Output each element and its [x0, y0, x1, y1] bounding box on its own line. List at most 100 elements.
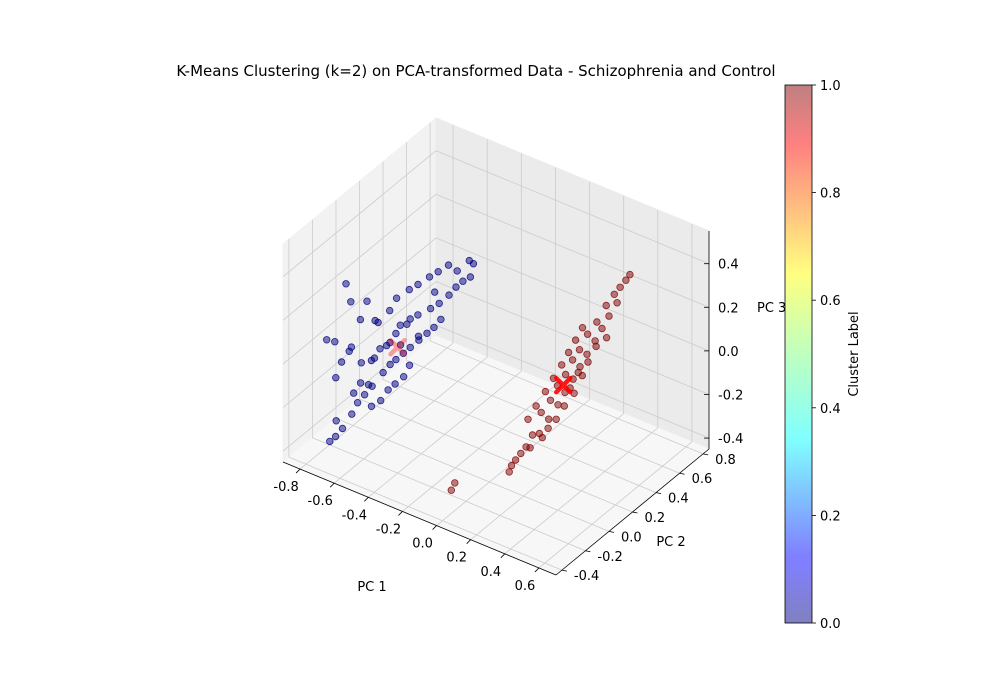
x-tick-label: 0.0 [412, 537, 433, 552]
x-tick-label: -0.4 [342, 508, 367, 523]
scatter-point-cluster-0 [399, 349, 407, 357]
scatter-point-cluster-1 [541, 387, 550, 396]
scatter-point-cluster-0 [386, 306, 394, 315]
y-tick-label: -0.2 [597, 550, 622, 565]
scatter-point-cluster-0 [400, 373, 408, 381]
scatter-point-cluster-0 [469, 260, 478, 268]
grid-line-y [429, 340, 704, 455]
x-axis-line [282, 461, 557, 576]
scatter-point-cluster-0 [332, 417, 340, 425]
grid-line-z [282, 237, 437, 365]
colorbar-tick-label: 0.0 [820, 617, 841, 632]
scatter-points [323, 256, 634, 494]
scatter-point-cluster-0 [364, 381, 373, 389]
axes-grid [282, 122, 710, 571]
colorbar-tick-label: 0.4 [820, 402, 841, 417]
x-axis-ticks: -0.8 -0.6 -0.4 -0.2 0.0 0.2 0.4 0.6 [273, 468, 540, 594]
scatter-point-cluster-0 [392, 294, 401, 302]
grid-line-y [288, 456, 563, 571]
scatter-point-cluster-0 [384, 386, 392, 394]
colorbar: 0.0 0.2 0.4 0.6 0.8 1.0 Cluster Label [784, 79, 862, 632]
scatter-point-cluster-0 [377, 396, 385, 405]
scatter-point-cluster-0 [379, 368, 387, 377]
x-tick-mark [432, 525, 437, 530]
scatter-point-cluster-0 [452, 283, 460, 291]
scatter-point-cluster-0 [347, 298, 355, 306]
scatter-point-cluster-1 [558, 361, 566, 369]
x-axis-label: PC 1 [357, 580, 386, 595]
scatter-point-cluster-0 [435, 299, 443, 308]
scatter-point-cluster-1 [532, 402, 540, 410]
z-tick-label: 0.0 [718, 345, 739, 360]
scatter-point-cluster-0 [406, 343, 414, 352]
colorbar-tick-label: 0.8 [820, 187, 841, 202]
scatter-point-cluster-0 [371, 316, 379, 325]
colorbar-tick-label: 1.0 [820, 79, 841, 94]
y-tick-label: 0.4 [668, 492, 689, 507]
centroid-marker-1 [554, 375, 573, 395]
scatter-point-cluster-0 [367, 402, 376, 410]
scatter-point-cluster-1 [517, 449, 525, 458]
scatter-point-cluster-0 [356, 379, 365, 387]
scatter-point-cluster-1 [622, 276, 630, 284]
scatter-point-cluster-1 [538, 433, 546, 442]
scatter-point-cluster-0 [453, 267, 461, 275]
scatter-point-cluster-1 [602, 334, 611, 342]
scatter-point-cluster-0 [342, 280, 350, 288]
z-tick-label: 0.2 [718, 301, 739, 316]
scatter-point-cluster-1 [568, 356, 577, 364]
scatter-point-cluster-0 [405, 361, 414, 369]
scatter-point-cluster-0 [331, 338, 339, 346]
scatter-point-cluster-0 [414, 280, 422, 289]
x-tick-mark [466, 539, 471, 544]
scatter-point-cluster-0 [406, 315, 414, 323]
scatter-point-cluster-0 [425, 273, 434, 281]
scatter-point-cluster-0 [326, 437, 334, 446]
scatter-point-cluster-1 [552, 415, 560, 423]
scatter-point-cluster-0 [376, 345, 384, 353]
y-tick-label: -0.4 [574, 569, 599, 584]
scatter-point-cluster-1 [537, 408, 545, 417]
colorbar-gradient [785, 85, 812, 623]
scatter-point-cluster-0 [459, 277, 467, 285]
x-tick-mark [295, 468, 301, 474]
scatter-point-cluster-1 [605, 312, 613, 320]
y-tick-mark [585, 550, 591, 553]
scatter-point-cluster-0 [386, 338, 394, 347]
scatter-point-cluster-0 [430, 323, 438, 332]
grid-line-y [335, 418, 610, 532]
scatter-point-cluster-0 [426, 304, 435, 313]
grid-line-z [435, 150, 710, 265]
scatter-point-cluster-0 [414, 311, 422, 319]
scatter-point-cluster-1 [610, 290, 618, 298]
centroid-x-shape [388, 338, 407, 357]
scatter-point-cluster-0 [332, 374, 340, 382]
scatter-point-cluster-1 [522, 443, 530, 451]
scatter-point-cluster-1 [544, 424, 552, 432]
scatter-point-cluster-0 [356, 315, 365, 324]
scatter-point-cluster-1 [613, 299, 621, 307]
scatter-point-cluster-0 [423, 329, 431, 337]
y-axis-ticks: -0.4 -0.2 0.00.20.40.60.8 [561, 453, 736, 584]
scatter-point-cluster-0 [437, 315, 445, 324]
scatter-point-cluster-1 [561, 370, 570, 379]
z-axis-ticks: -0.4 -0.2 0.0 0.2 0.4 [704, 258, 743, 447]
scatter-point-cluster-0 [396, 341, 405, 349]
scatter-point-cluster-1 [507, 461, 516, 470]
y-tick-label: 0.6 [692, 472, 713, 487]
scatter-point-cluster-1 [592, 342, 600, 351]
grid-line-y [406, 359, 680, 474]
z-tick-label: -0.4 [718, 432, 743, 447]
scatter-point-cluster-1 [626, 270, 634, 279]
scatter-point-cluster-1 [545, 415, 553, 423]
scatter-point-cluster-0 [363, 297, 371, 305]
scatter-point-cluster-1 [571, 336, 580, 344]
scatter-point-cluster-0 [353, 399, 362, 407]
y-axis-label: PC 2 [656, 535, 685, 550]
scatter-point-cluster-1 [583, 350, 591, 358]
scatter-point-cluster-1 [528, 431, 537, 439]
scatter-point-cluster-0 [466, 273, 475, 281]
scatter-point-cluster-1 [574, 368, 582, 377]
x-tick-mark [329, 482, 335, 488]
x-tick-label: 0.6 [515, 579, 536, 594]
